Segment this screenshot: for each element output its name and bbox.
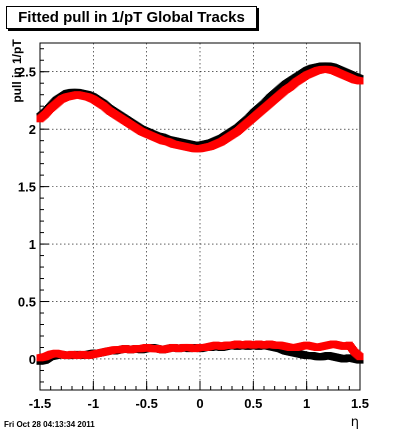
chart-title: Fitted pull in 1/pT Global Tracks (6, 6, 257, 29)
series-4 (36, 340, 364, 362)
x-tick-label: 0 (196, 396, 203, 411)
x-tick-label: -0.5 (135, 396, 157, 411)
y-tick-label: 0 (29, 352, 36, 367)
x-tick-label: 0.5 (244, 396, 262, 411)
data-markers (36, 62, 364, 365)
y-axis-label: pull in 1/pT (10, 39, 24, 103)
axis-ticks: -1.5 -1 -0.5 0 0.5 1 1.5 0 0.5 1 1.5 2 2.5 (18, 48, 369, 411)
x-tick-label: 1 (303, 396, 310, 411)
x-axis-label: η (350, 415, 359, 430)
data-point (356, 77, 364, 85)
y-tick-label: 1.5 (18, 180, 36, 195)
y-tick-label: 0.5 (18, 295, 36, 310)
grid-lines (40, 43, 360, 390)
data-point (356, 353, 364, 361)
series-2 (36, 65, 364, 153)
x-tick-label: -1.5 (29, 396, 51, 411)
y-tick-label: 2.5 (18, 65, 36, 80)
timestamp-footer: Fri Oct 28 04:13:34 2011 (4, 420, 95, 429)
y-tick-label: 1 (29, 237, 36, 252)
x-tick-label: -1 (88, 396, 100, 411)
x-tick-label: 1.5 (351, 396, 369, 411)
y-tick-label: 2 (29, 122, 36, 137)
